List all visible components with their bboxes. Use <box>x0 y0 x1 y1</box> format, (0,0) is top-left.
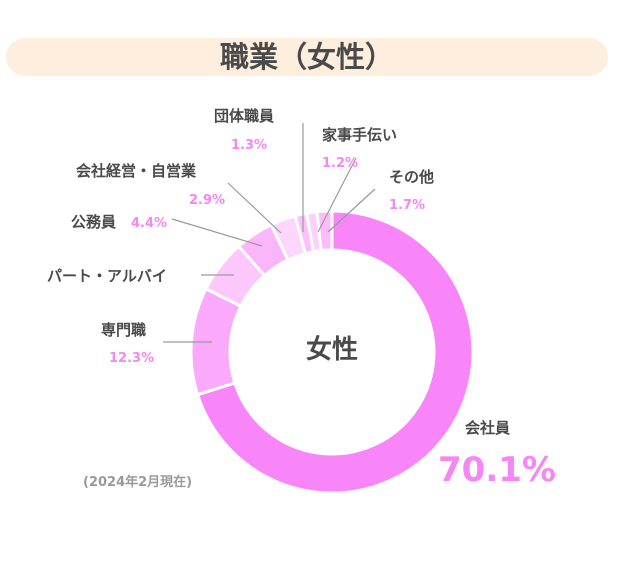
chart-title: 職業（女性） <box>219 40 394 74</box>
value-senmonshoku: 12.3% <box>109 351 154 366</box>
value-keiei: 2.9% <box>189 193 225 208</box>
label-keiei: 会社経営・自営業 <box>76 162 197 180</box>
title-bar: 職業（女性） <box>6 38 608 76</box>
label-sonota: その他 <box>389 168 434 186</box>
label-kaji: 家事手伝い <box>322 126 397 144</box>
leader-line-5 <box>317 157 357 233</box>
value-dantai: 1.3% <box>231 138 267 153</box>
leader-line-3 <box>227 182 282 234</box>
leader-line-2 <box>171 218 263 247</box>
leader-line-6 <box>327 188 376 233</box>
label-part: パート・アルバイ <box>47 267 167 285</box>
value-koumuin: 4.4% <box>131 216 167 231</box>
value-sonota: 1.7% <box>389 198 425 213</box>
label-dantai: 団体職員 <box>214 107 274 125</box>
label-kaishain: 会社員 <box>465 419 510 437</box>
value-kaishain: 70.1% <box>438 450 556 490</box>
footnote: (2024年2月現在) <box>83 474 192 490</box>
label-senmonshoku: 専門職 <box>101 321 146 339</box>
value-kaji: 1.2% <box>322 156 358 171</box>
leader-lines <box>163 123 376 343</box>
donut-segment-7 <box>315 209 334 253</box>
center-label: 女性 <box>306 334 358 365</box>
label-koumuin: 公務員 <box>71 213 116 231</box>
donut-segment-0 <box>195 209 475 495</box>
